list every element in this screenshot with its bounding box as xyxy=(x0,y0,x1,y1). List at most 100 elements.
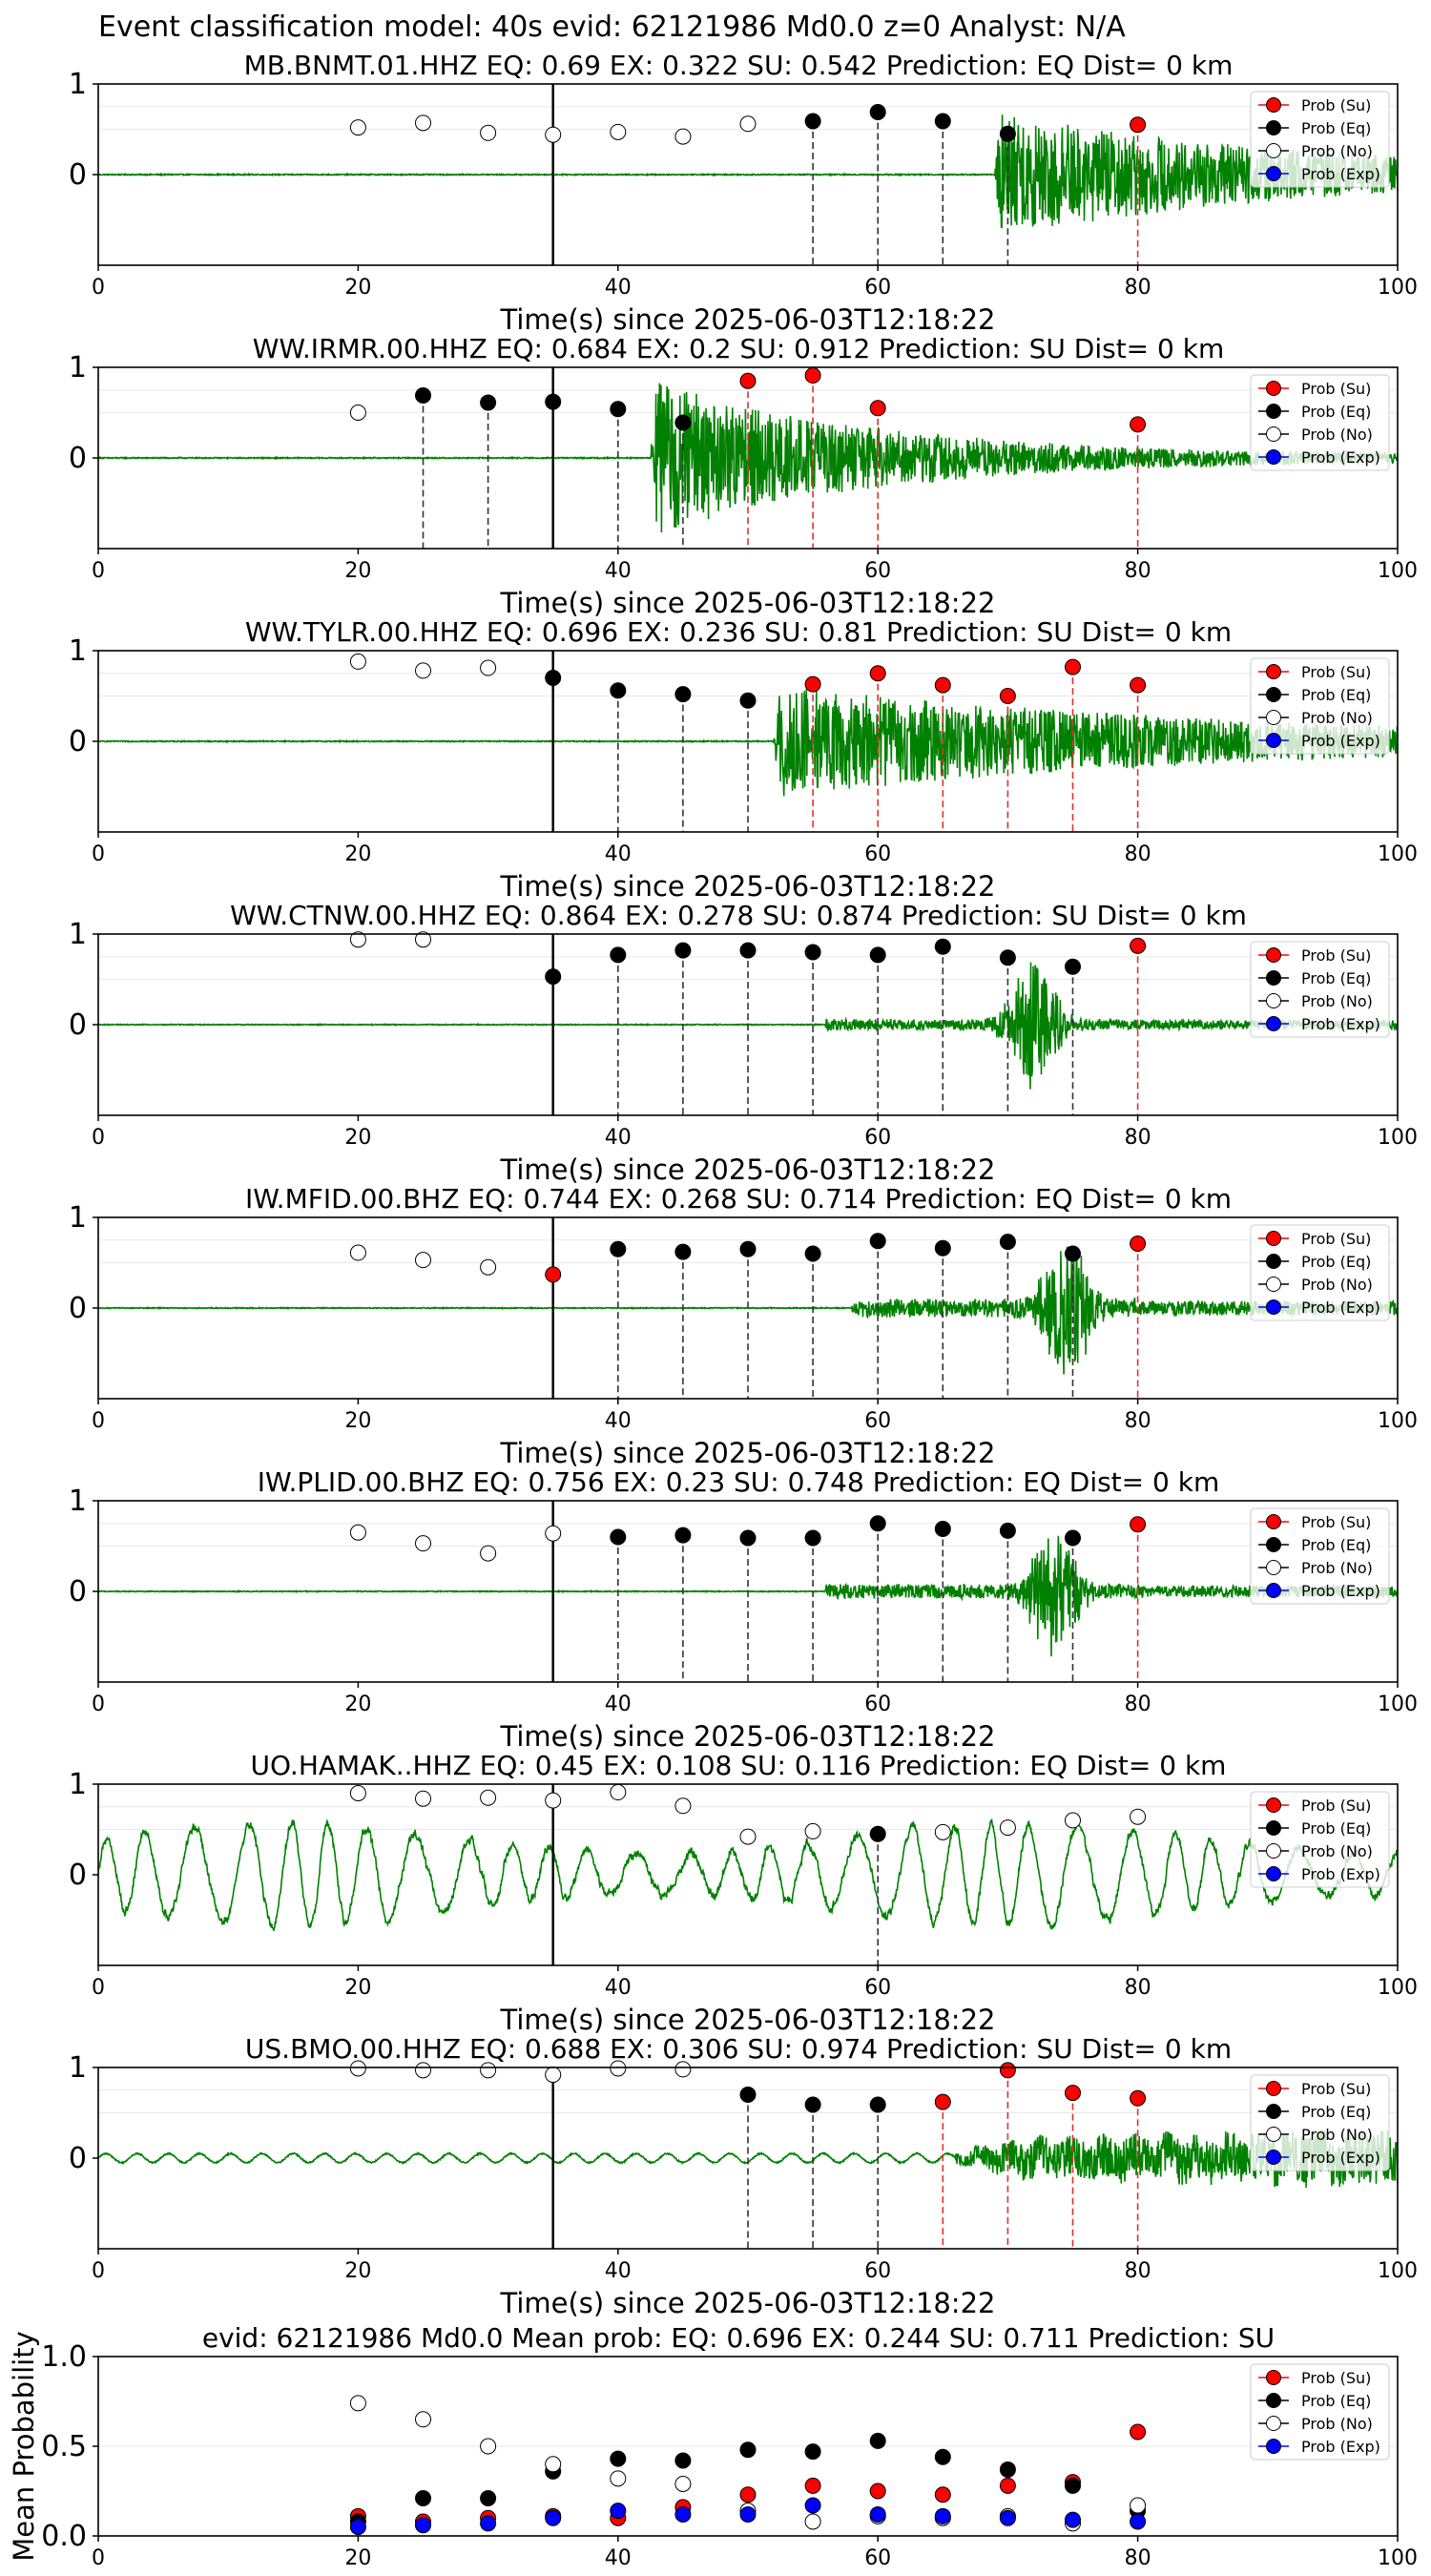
waveform-trace xyxy=(98,1818,1398,1931)
prob-point-no xyxy=(674,1797,692,1815)
x-tick-label: 60 xyxy=(864,1409,891,1433)
legend-marker-eq xyxy=(1266,2104,1281,2119)
legend-label-exp: Prob (Exp) xyxy=(1301,1298,1380,1317)
legend-label-su: Prob (Su) xyxy=(1301,1230,1371,1248)
legend-marker-eq xyxy=(1266,2393,1281,2408)
prob-point-eq xyxy=(1065,1529,1081,1547)
panel-title: WW.CTNW.00.HHZ EQ: 0.864 EX: 0.278 SU: 0… xyxy=(230,900,1247,931)
summary-panel: evid: 62121986 Md0.0 Mean prob: EQ: 0.69… xyxy=(8,2322,1418,2570)
legend-marker-exp xyxy=(1266,2150,1281,2165)
y-tick-label: 1 xyxy=(69,634,87,668)
legend-marker-su xyxy=(1266,381,1281,396)
mean-prob-point-eq xyxy=(999,2461,1016,2478)
legend-box xyxy=(1250,374,1390,471)
legend-marker-su xyxy=(1266,664,1281,679)
x-tick-label: 40 xyxy=(605,559,632,583)
legend-box xyxy=(1250,2363,1390,2461)
mean-prob-point-no xyxy=(415,2411,431,2428)
prob-point-eq xyxy=(999,949,1016,966)
legend-label-eq: Prob (Eq) xyxy=(1301,2392,1371,2410)
x-tick-label: 20 xyxy=(344,842,371,866)
legend-label-eq: Prob (Eq) xyxy=(1301,686,1371,704)
prob-point-no xyxy=(349,119,366,136)
station-panel: WW.CTNW.00.HHZ EQ: 0.864 EX: 0.278 SU: 0… xyxy=(69,900,1418,1186)
mean-prob-point-eq xyxy=(415,2490,431,2507)
legend-box xyxy=(1250,941,1390,1038)
prob-point-eq xyxy=(869,1825,886,1842)
prob-point-eq xyxy=(674,942,692,959)
panel-title: WW.TYLR.00.HHZ EQ: 0.696 EX: 0.236 SU: 0… xyxy=(245,616,1232,648)
legend-label-exp: Prob (Exp) xyxy=(1301,1865,1380,1883)
legend-label-su: Prob (Su) xyxy=(1301,380,1371,398)
legend-marker-no xyxy=(1266,2127,1281,2142)
mean-prob-point-exp xyxy=(869,2505,886,2523)
station-panel: WW.IRMR.00.HHZ EQ: 0.684 EX: 0.2 SU: 0.9… xyxy=(69,333,1418,619)
x-tick-label: 100 xyxy=(1378,842,1418,866)
y-tick-label: 1 xyxy=(69,68,87,101)
x-tick-label: 80 xyxy=(1125,1409,1151,1433)
prob-point-eq xyxy=(674,1527,692,1544)
legend-marker-no xyxy=(1266,143,1281,158)
y-tick-label: 1 xyxy=(69,2051,87,2085)
y-tick-label: 1 xyxy=(69,1768,87,1801)
prob-point-no xyxy=(480,1258,497,1276)
prob-point-no xyxy=(349,931,366,948)
prob-point-eq xyxy=(674,414,692,431)
prob-point-no xyxy=(480,659,497,676)
prob-point-eq xyxy=(804,2096,821,2113)
prob-point-no xyxy=(610,1784,627,1801)
waveform-trace xyxy=(98,689,1398,797)
mean-prob-point-su xyxy=(804,2477,821,2494)
x-tick-label: 80 xyxy=(1125,559,1151,583)
legend-marker-no xyxy=(1266,1277,1281,1292)
legend-box xyxy=(1250,657,1390,755)
prob-point-su xyxy=(1130,1516,1147,1533)
legend-label-exp: Prob (Exp) xyxy=(1301,732,1380,750)
mean-prob-point-eq xyxy=(739,2441,757,2459)
x-tick-label: 100 xyxy=(1378,1409,1418,1433)
mean-prob-point-exp xyxy=(804,2497,821,2514)
x-tick-label: 60 xyxy=(864,1693,891,1716)
mean-prob-point-no xyxy=(804,2513,821,2530)
prob-point-eq xyxy=(804,1529,821,1547)
prob-point-su xyxy=(1130,937,1147,954)
legend-box xyxy=(1250,2074,1390,2171)
prob-point-eq xyxy=(869,103,886,120)
prob-point-no xyxy=(349,2060,366,2077)
legend-label-no: Prob (No) xyxy=(1301,709,1373,727)
legend-label-eq: Prob (Eq) xyxy=(1301,119,1371,137)
prob-point-eq xyxy=(804,1245,821,1262)
x-tick-label: 100 xyxy=(1378,2259,1418,2283)
station-panel: IW.PLID.00.BHZ EQ: 0.756 EX: 0.23 SU: 0.… xyxy=(69,1466,1418,1753)
x-tick-label: 40 xyxy=(605,1976,632,2000)
x-tick-label: 20 xyxy=(344,276,371,300)
prob-point-su xyxy=(934,2093,951,2110)
x-tick-label: 20 xyxy=(344,2259,371,2283)
mean-prob-point-exp xyxy=(1065,2511,1081,2528)
prob-point-no xyxy=(480,124,497,141)
legend-marker-exp xyxy=(1266,1299,1281,1315)
x-tick-label: 0 xyxy=(92,1126,105,1150)
prob-point-eq xyxy=(610,1528,627,1546)
prob-point-su xyxy=(1130,116,1147,134)
legend-label-exp: Prob (Exp) xyxy=(1301,448,1380,467)
prob-point-eq xyxy=(804,944,821,961)
prob-point-su xyxy=(1130,676,1147,694)
legend-marker-no xyxy=(1266,993,1281,1008)
prob-point-no xyxy=(1065,1812,1081,1829)
legend-label-su: Prob (Su) xyxy=(1301,2080,1371,2098)
legend-box xyxy=(1250,1224,1390,1321)
prob-point-eq xyxy=(545,670,562,686)
prob-point-su xyxy=(934,676,951,694)
y-tick-label: 0 xyxy=(69,1859,87,1892)
mean-prob-point-no xyxy=(349,2395,366,2412)
mean-prob-point-eq xyxy=(674,2452,692,2469)
x-axis-label: Time(s) since 2025-06-03T12:18:22 xyxy=(500,2287,996,2319)
figure-suptitle: Event classification model: 40s evid: 62… xyxy=(98,10,1126,44)
x-tick-label: 100 xyxy=(1378,2546,1418,2570)
prob-point-eq xyxy=(610,682,627,699)
legend-label-no: Prob (No) xyxy=(1301,1559,1373,1577)
prob-point-no xyxy=(545,2067,562,2084)
waveform-trace xyxy=(98,114,1398,229)
x-axis-label: Time(s) since 2025-06-03T12:18:22 xyxy=(500,1153,996,1186)
